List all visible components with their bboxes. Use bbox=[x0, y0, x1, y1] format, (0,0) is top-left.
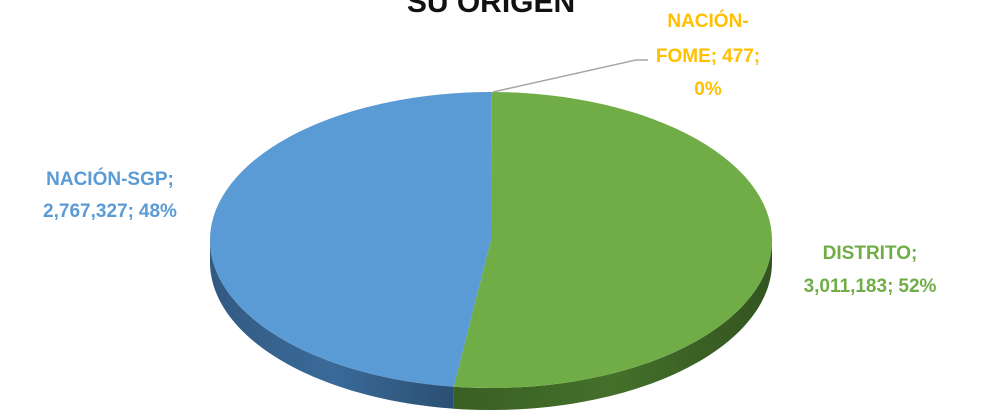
slice bbox=[209, 92, 492, 387]
data-label: 0% bbox=[694, 79, 722, 100]
slice bbox=[453, 92, 773, 389]
data-label: 3,011,183; 52% bbox=[804, 276, 937, 297]
data-label-part: 48% bbox=[139, 201, 177, 222]
data-label: NACIÓN- bbox=[667, 10, 748, 32]
data-label: NACIÓN-SGP; bbox=[46, 168, 174, 190]
data-label-part: DISTRITO bbox=[823, 243, 911, 264]
data-label-part: ; bbox=[911, 243, 917, 264]
data-label: FOME; 477; bbox=[656, 46, 760, 67]
data-label-part: ; bbox=[711, 46, 717, 67]
data-label-part: 3,011,183 bbox=[804, 276, 887, 297]
data-label-part: ; bbox=[754, 46, 760, 67]
leader-line bbox=[492, 59, 648, 93]
data-label: 2,767,327; 48% bbox=[43, 201, 177, 222]
data-label-part: 2,767,327 bbox=[43, 201, 128, 222]
data-label-part: NACIÓN-SGP bbox=[46, 168, 168, 190]
data-label-part: 477 bbox=[722, 46, 754, 67]
slice-side-shade bbox=[453, 240, 772, 410]
chart-title: SU ORIGEN bbox=[407, 0, 575, 19]
data-label-part: ; bbox=[168, 169, 174, 190]
data-label: DISTRITO; bbox=[823, 243, 918, 264]
data-label-part: ; bbox=[128, 201, 134, 222]
slice-side-shade bbox=[210, 240, 454, 409]
data-label-part: ; bbox=[887, 276, 893, 297]
data-label-part: 52% bbox=[898, 276, 936, 297]
